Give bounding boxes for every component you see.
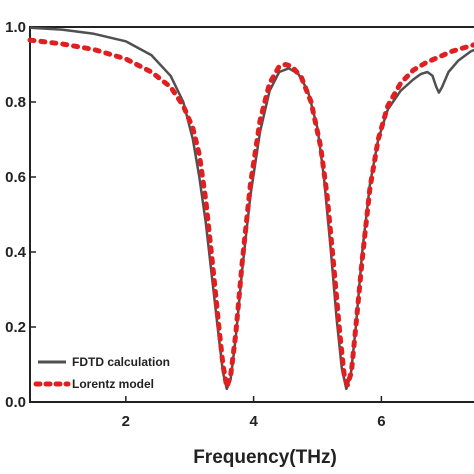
y-axis-ticks: 0.0 0.2 0.4 0.6 0.8 1.0 bbox=[5, 19, 36, 411]
x-axis-ticks: 2 4 6 bbox=[122, 396, 386, 430]
y-tick-label: 1.0 bbox=[5, 19, 26, 36]
y-tick-label: 0.6 bbox=[5, 169, 26, 186]
y-tick-label: 0.0 bbox=[5, 394, 26, 411]
legend-label-lorentz: Lorentz model bbox=[72, 377, 154, 391]
plot-frame bbox=[29, 26, 474, 403]
series-line-lorentz-model bbox=[27, 37, 474, 390]
series-layer bbox=[27, 26, 474, 391]
x-tick-label: 6 bbox=[377, 413, 385, 430]
legend: FDTD calculation Lorentz model bbox=[33, 355, 170, 391]
x-axis-title: Frequency(THz) bbox=[193, 447, 337, 468]
y-tick-label: 0.2 bbox=[5, 319, 26, 336]
y-tick-label: 0.8 bbox=[5, 94, 26, 111]
legend-label-fdtd: FDTD calculation bbox=[72, 355, 170, 369]
y-tick-label: 0.4 bbox=[5, 244, 27, 261]
x-tick-label: 2 bbox=[122, 413, 130, 430]
x-tick-label: 4 bbox=[249, 413, 258, 430]
series-line-fdtd-calculation bbox=[29, 26, 474, 391]
